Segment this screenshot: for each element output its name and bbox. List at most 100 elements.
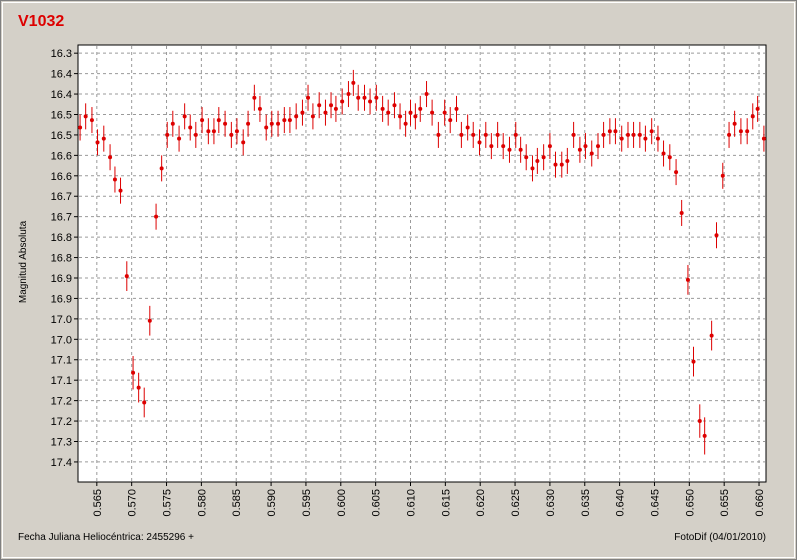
data-point [95,140,100,145]
y-tick-label: 17.0 [51,334,72,346]
data-point [346,92,351,97]
data-point [709,333,714,338]
data-point [755,106,760,111]
data-point [234,129,239,134]
data-point [317,103,322,108]
data-point [329,103,334,108]
data-point [518,147,523,152]
data-point [541,155,546,160]
data-point [559,162,564,167]
x-tick-label: 0.595 [301,489,313,517]
data-point [177,136,182,141]
data-point [413,114,418,119]
data-point [136,385,141,390]
data-point [761,136,766,141]
x-tick-label: 0.615 [440,489,452,517]
chart-title: V1032 [18,13,64,30]
data-point [501,144,506,149]
data-point [714,233,719,238]
data-point [418,106,423,111]
y-tick-label: 16.9 [51,273,72,285]
data-point [147,318,152,323]
data-point [118,188,123,193]
data-point [362,95,367,100]
data-point [583,144,588,149]
data-point [294,114,299,119]
data-point [613,129,618,134]
data-point [637,132,642,137]
data-point [507,147,512,152]
data-point [211,129,216,134]
data-point [436,132,441,137]
data-point [165,132,170,137]
data-point [430,110,435,115]
data-point [78,125,83,130]
data-point [547,144,552,149]
y-tick-label: 17.1 [51,375,72,387]
data-point [619,136,624,141]
data-point [154,214,159,219]
x-tick-label: 0.655 [719,489,731,517]
y-tick-label: 16.8 [51,232,72,244]
y-tick-label: 17.3 [51,436,72,448]
data-point [745,129,750,134]
x-tick-label: 0.635 [580,489,592,517]
data-point [206,129,211,134]
data-point [553,162,558,167]
data-point [655,136,660,141]
data-point [524,155,529,160]
y-tick-label: 16.7 [51,212,72,224]
data-point [535,158,540,163]
data-point [643,136,648,141]
x-tick-label: 0.620 [475,489,487,517]
data-point [108,155,113,160]
data-point [738,129,743,134]
data-point [89,118,94,123]
data-point [661,151,666,156]
data-point [530,166,535,171]
y-tick-label: 16.6 [51,150,72,162]
data-point [252,95,257,100]
data-point [351,80,356,85]
data-point [403,121,408,126]
y-tick-label: 16.8 [51,253,72,265]
x-tick-label: 0.605 [371,489,383,517]
data-point [408,110,413,115]
data-point [732,121,737,126]
y-axis-label: Magnitud Absoluta [18,220,29,303]
y-tick-label: 16.6 [51,171,72,183]
data-point [368,99,373,104]
y-tick-label: 16.9 [51,293,72,305]
data-point [577,147,582,152]
x-tick-label: 0.650 [684,489,696,517]
data-point [667,155,672,160]
y-tick-label: 16.5 [51,130,72,142]
data-point [424,92,429,97]
data-point [607,129,612,134]
x-axis-label: Fecha Juliana Heliocéntrica: 2455296 + [18,532,194,543]
data-point [386,110,391,115]
y-tick-label: 17.4 [51,457,72,469]
y-tick-label: 16.4 [51,69,72,81]
data-point [380,106,385,111]
y-tick-label: 16.7 [51,191,72,203]
x-tick-label: 0.625 [510,489,522,517]
x-tick-label: 0.600 [336,489,348,517]
data-point [83,114,88,119]
y-tick-label: 16.3 [51,48,72,60]
x-tick-label: 0.580 [196,489,208,517]
data-point [477,140,482,145]
data-point [193,132,198,137]
data-point [142,400,147,405]
data-point [471,132,476,137]
data-point [323,110,328,115]
data-point [392,103,397,108]
data-point [182,114,187,119]
data-point [691,359,696,364]
x-tick-label: 0.585 [231,489,243,517]
data-point [306,95,311,100]
data-point [442,110,447,115]
data-point [333,106,338,111]
